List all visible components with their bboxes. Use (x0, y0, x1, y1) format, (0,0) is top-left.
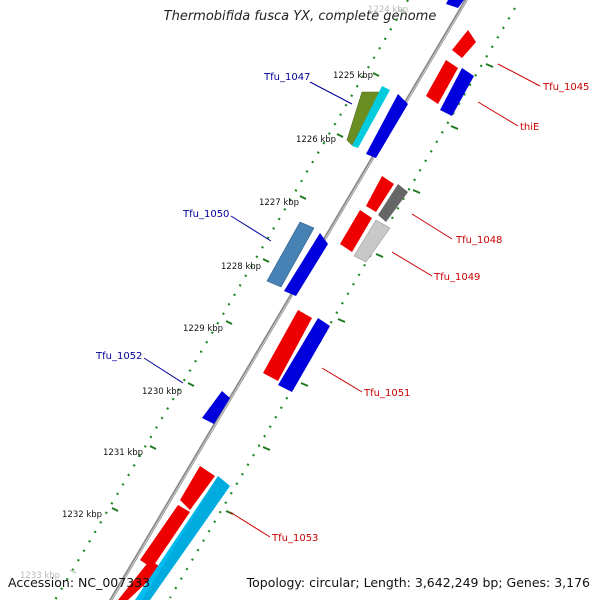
gene-block-tfu1048[interactable] (378, 184, 408, 222)
ruler-tick: 1228 kbp (221, 258, 270, 272)
genome-backbone (109, 0, 468, 600)
gene-label-tfu1047[interactable]: Tfu_1047 (263, 72, 310, 83)
gene-block-blue-mid-right[interactable] (278, 318, 330, 392)
gene-block-red-mid-small[interactable] (340, 210, 372, 252)
ruler-tick: 1225 kbp (333, 71, 380, 81)
topology-label: Topology: circular; Length: 3,642,249 bp… (246, 575, 590, 590)
gene-block-tfu1052[interactable] (202, 391, 230, 424)
svg-text:1232 kbp: 1232 kbp (62, 510, 102, 520)
svg-text:1224 kbp: 1224 kbp (368, 5, 408, 15)
ruler-tick: 1224 kbp (368, 5, 408, 15)
gene-label-tfu1050[interactable]: Tfu_1050 (182, 209, 229, 220)
svg-text:1225 kbp: 1225 kbp (333, 71, 373, 81)
ruler-tick: 1232 kbp (62, 507, 119, 520)
ruler-tick: 1230 kbp (142, 382, 195, 397)
ruler-tick: 1229 kbp (183, 320, 233, 334)
svg-text:1228 kbp: 1228 kbp (221, 262, 261, 272)
map-title: Thermobifida fusca YX, complete genome (163, 9, 437, 24)
reverse-strand-genes (340, 0, 476, 263)
svg-text:1230 kbp: 1230 kbp (142, 387, 182, 397)
genome-backbone-highlight (111, 0, 468, 600)
gene-label-tfu1048[interactable]: Tfu_1048 (455, 235, 502, 246)
gene-block-blue-upper[interactable] (366, 94, 408, 158)
svg-text:1227 kbp: 1227 kbp (259, 198, 299, 208)
gene-block-thie[interactable] (440, 68, 474, 116)
gene-block-tfu1053[interactable] (135, 476, 230, 600)
ruler-tick: 1231 kbp (103, 445, 157, 458)
ruler: 1224 kbp 1225 kbp 1226 kbp 1227 kbp 1228… (20, 5, 408, 581)
gene-block-tfu1045-lower[interactable] (426, 60, 458, 104)
gene-block-tfu1053-shade (142, 476, 230, 600)
svg-text:1229 kbp: 1229 kbp (183, 324, 223, 334)
gene-label-tfu1049[interactable]: Tfu_1049 (433, 272, 480, 283)
gene-label-tfu1045[interactable]: Tfu_1045 (542, 82, 589, 93)
gene-label-tfu1051[interactable]: Tfu_1051 (363, 388, 410, 399)
gene-block-red-mid-left[interactable] (263, 310, 312, 381)
svg-text:1226 kbp: 1226 kbp (296, 135, 336, 145)
gene-labels: Tfu_1045 thiE Tfu_1047 Tfu_1048 Tfu_1049… (95, 72, 589, 544)
gc-dotted-track-outer (169, 7, 516, 599)
label-leader-lines (143, 63, 541, 538)
gene-label-thie[interactable]: thiE (520, 122, 539, 133)
gene-block-tfu1047[interactable] (346, 91, 381, 146)
svg-text:1231 kbp: 1231 kbp (103, 448, 143, 458)
gene-block-tfu1048-red[interactable] (366, 176, 394, 212)
ruler-tick: 1227 kbp (259, 195, 307, 208)
gene-block-red-lower-2[interactable] (140, 505, 190, 568)
gene-label-tfu1053[interactable]: Tfu_1053 (271, 533, 318, 544)
gc-dotted-track-inner (54, 0, 409, 600)
ruler-tick: 1226 kbp (296, 133, 344, 145)
gene-block-blue-mid[interactable] (284, 233, 328, 296)
gene-block-tfu1050[interactable] (266, 221, 315, 288)
gene-block-red-lower-3[interactable] (118, 560, 162, 600)
accession-label: Accession: NC_007333 (8, 575, 151, 590)
gene-block-blue-top[interactable] (446, 0, 464, 8)
forward-strand-genes (118, 86, 408, 600)
gene-block-tfu1045[interactable] (452, 30, 476, 58)
gene-block-tfu1049[interactable] (353, 219, 391, 263)
gene-block-tfu1047-cyan[interactable] (352, 86, 390, 148)
ruler-tick: 1233 kbp (20, 569, 77, 581)
gene-label-tfu1052[interactable]: Tfu_1052 (95, 351, 142, 362)
gene-block-red-lower-1[interactable] (180, 466, 215, 510)
svg-text:1233 kbp: 1233 kbp (20, 571, 60, 581)
